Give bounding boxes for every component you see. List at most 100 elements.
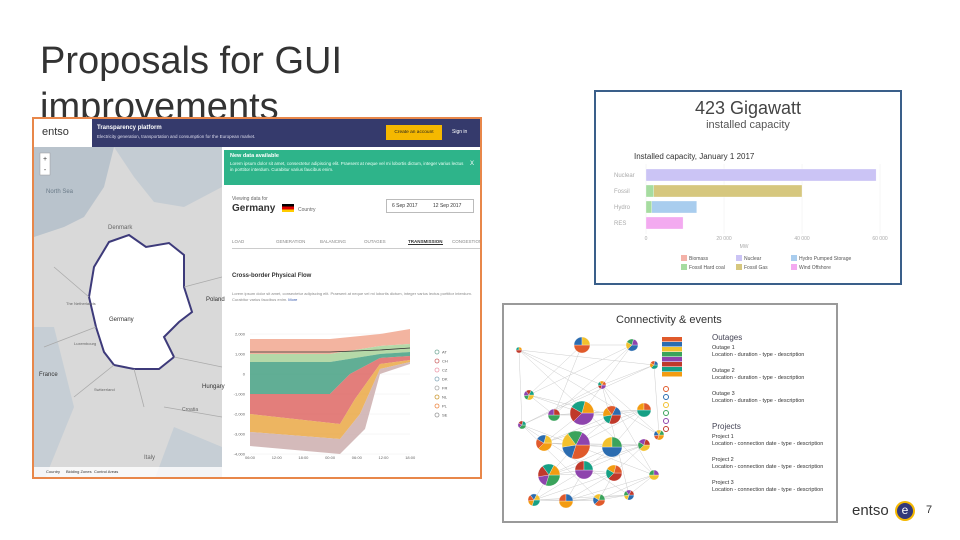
network-edge [518, 349, 655, 366]
network-edge [543, 414, 613, 444]
flow-area [250, 362, 410, 454]
map: + - [34, 147, 222, 477]
banner-close[interactable]: X [470, 161, 475, 167]
network-edge [583, 444, 645, 471]
capacity-chart: 0 20 000 40 000 60 000 MW Nuclear Fossil Hydro R… [614, 164, 888, 271]
event-detail: Location - connection date - type - desc… [712, 464, 824, 470]
event-detail: Location - connection date - type - desc… [712, 487, 824, 493]
event-legend-marker [663, 426, 669, 432]
capacity-bar [645, 200, 652, 214]
footer-logo: entso [852, 502, 889, 519]
network-node [611, 406, 622, 416]
flow-area [250, 356, 410, 424]
zoom-control[interactable] [39, 152, 51, 176]
network-node [583, 460, 594, 471]
map-label: France [39, 372, 58, 378]
legend-swatch [434, 394, 440, 400]
capacity-title: Installed capacity, January 1 2017 [634, 152, 755, 161]
tab[interactable]: TRANSMISSION [408, 239, 443, 245]
network-node [574, 469, 594, 480]
map-footer-item[interactable]: Bidding Zones [66, 469, 92, 474]
network-node [548, 464, 561, 476]
legend-label: Nuclear [744, 256, 762, 262]
network-node [601, 381, 607, 386]
legend-swatch [434, 385, 440, 391]
network-node [573, 412, 595, 426]
map-label: Luxembourg [74, 341, 97, 346]
chart-text-body: Lorem ipsum dolor sit amet, consectetur … [232, 291, 472, 302]
network-node [631, 339, 639, 346]
tab[interactable]: CONGESTION [452, 239, 482, 244]
network-node [601, 446, 623, 458]
flow-line [250, 347, 411, 353]
legend-label: AT [442, 350, 447, 355]
banner-title: New data available [230, 153, 279, 159]
network-edge [553, 344, 633, 416]
event-name: Outage 1 [712, 345, 735, 351]
banner-text: Lorem ipsum dolor sit amet, consectetur … [230, 161, 464, 172]
sign-in[interactable]: Sign in [452, 129, 468, 135]
capacity-bar [645, 216, 684, 230]
flow-chart: 2,0001,0000-1,000-2,000-3,000-4,00006:00… [234, 329, 448, 459]
network-node [547, 414, 561, 422]
map-label: Germany [109, 317, 134, 323]
viewing-label: Viewing data for [232, 196, 268, 202]
x-tick-label: 40 000 [794, 236, 810, 242]
logo-box [34, 119, 92, 147]
zoom-icon: - [44, 167, 47, 174]
create-account-button[interactable]: Create an account [386, 125, 442, 140]
event-legend-marker [663, 418, 669, 424]
legend-swatch [736, 255, 742, 261]
event-legend-swatch [662, 337, 682, 342]
legend-label: CZ [442, 368, 448, 373]
map-footer-item[interactable]: Country [46, 469, 61, 474]
x-tick-label: 18:00 [298, 455, 309, 459]
network-edge [528, 344, 583, 396]
map-sea [34, 147, 114, 237]
tab[interactable]: OUTAGES [364, 239, 386, 244]
network-edge [565, 472, 615, 502]
network-edge [521, 424, 600, 501]
y-tick-label: 0 [243, 372, 246, 377]
network-graph [515, 336, 682, 509]
event-name: Outage 2 [712, 368, 735, 374]
network-node [628, 490, 635, 496]
section-title: Projects [712, 422, 741, 431]
flow-area [250, 360, 410, 439]
network-node [653, 360, 659, 366]
border-lines [43, 266, 222, 418]
capacity-screenshot: 423 Gigawatt installed capacity Installe… [594, 90, 902, 285]
network-node [581, 401, 595, 414]
tab[interactable]: GENERATION [276, 239, 306, 244]
network-node [658, 430, 665, 436]
network-edge [533, 472, 615, 501]
date-picker[interactable] [386, 199, 474, 213]
legend-label: CH [442, 359, 448, 364]
map-footer-item[interactable]: Control Areas [94, 469, 119, 474]
network-edge [518, 349, 660, 436]
capacity-bar [645, 184, 654, 198]
map-footer [34, 467, 222, 477]
event-legend-swatch [662, 362, 682, 367]
network-edge [543, 442, 645, 446]
network-node [547, 408, 555, 416]
date-from: 6 Sep 2017 [392, 203, 418, 209]
map-label: The Netherlands [66, 301, 96, 306]
legend-label: Fossil Gas [744, 265, 768, 271]
row-label: RES [614, 221, 626, 227]
network-edge [601, 384, 655, 476]
network-node [653, 469, 660, 476]
x-tick-label: 20 000 [716, 236, 732, 242]
legend-swatch [434, 376, 440, 382]
network-node [515, 346, 520, 351]
tab[interactable]: LOAD [232, 239, 245, 244]
legend-swatch [434, 367, 440, 373]
network-edge [533, 494, 630, 501]
more-link[interactable]: More [288, 296, 298, 302]
tab[interactable]: BALANCING [320, 239, 347, 244]
event-detail: Location - duration - type - description [712, 398, 805, 404]
network-edge [518, 349, 523, 426]
network-edge [548, 446, 613, 476]
network-edge [518, 349, 603, 386]
y-tick-label: 1,000 [235, 352, 246, 357]
